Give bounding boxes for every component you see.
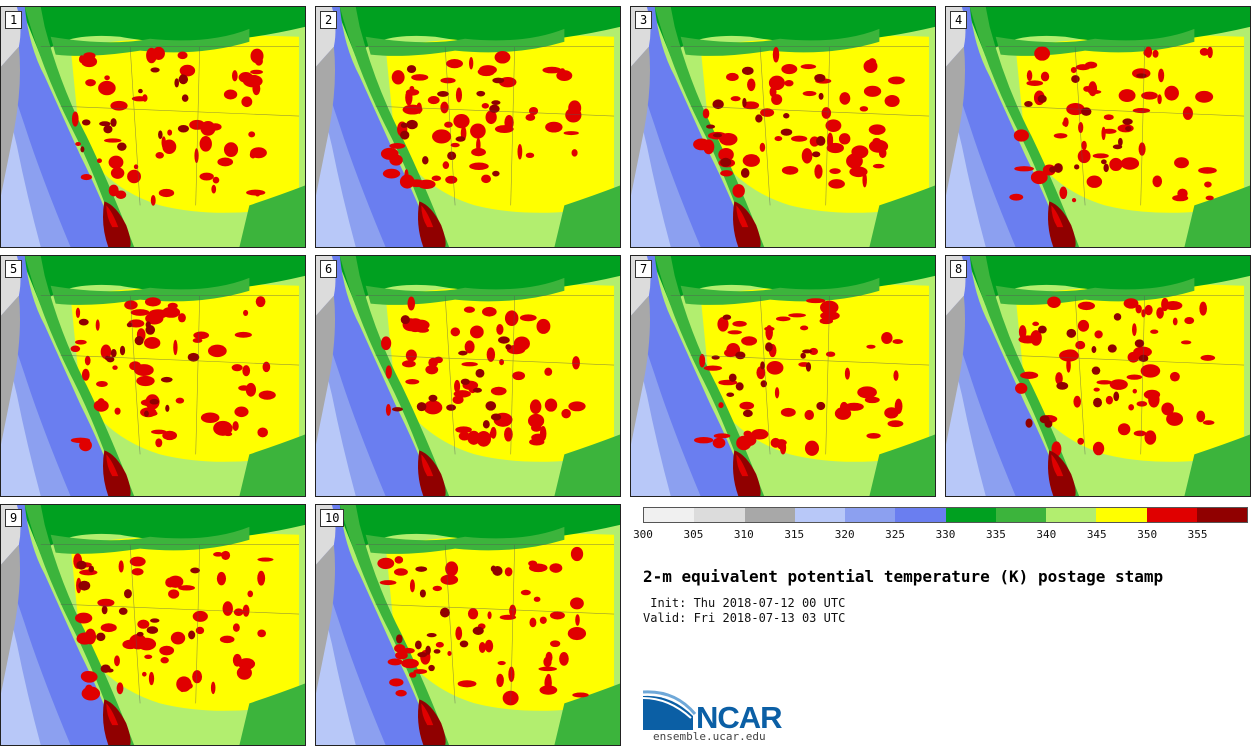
map-field [946,7,1250,247]
map-field [316,505,620,745]
member-number-label: 9 [5,509,23,527]
member-panel: 4 [945,6,1251,248]
member-number-label: 2 [320,11,338,29]
colorbar-segment [1146,508,1197,522]
colorbar [643,507,1248,523]
member-number-label: 10 [320,509,345,527]
member-number-label: 3 [635,11,653,29]
member-panel: 6 [315,255,621,497]
colorbar-tick-label: 300 [633,528,653,541]
member-number-label: 1 [5,11,23,29]
colorbar-segment [694,508,745,522]
colorbar-tick-label: 305 [683,528,704,541]
colorbar-tick-label: 315 [784,528,805,541]
page-title: 2-m equivalent potential temperature (K)… [643,567,1164,586]
colorbar-segment [945,508,996,522]
colorbar-segment [995,508,1046,522]
colorbar-tick-label: 340 [1036,528,1057,541]
member-panel: 2 [315,6,621,248]
colorbar-segment [845,508,896,522]
map-field [1,7,305,247]
colorbar-segment [794,508,845,522]
map-field [316,256,620,496]
colorbar-tick-label: 320 [834,528,855,541]
member-panel: 1 [0,6,306,248]
member-number-label: 5 [5,260,23,278]
colorbar-tick-label: 350 [1137,528,1158,541]
member-panel: 7 [630,255,936,497]
site-url: ensemble.ucar.edu [653,730,766,743]
member-panel: 8 [945,255,1251,497]
member-panel: 5 [0,255,306,497]
map-field [631,7,935,247]
colorbar-segment [1046,508,1097,522]
member-panel: 10 [315,504,621,746]
valid-time: Valid: Fri 2018-07-13 03 UTC [643,611,846,625]
colorbar-tick-labels: 300 305 310 315 320 325 330 335 340 345 350 355 [633,528,1248,542]
map-field [1,505,305,745]
colorbar-tick-label: 335 [985,528,1006,541]
init-time: Init: Thu 2018-07-12 00 UTC [643,596,846,610]
member-panel: 3 [630,6,936,248]
colorbar-segment [1096,508,1147,522]
colorbar-tick-label: 355 [1187,528,1208,541]
ncar-logo-text: NCAR [696,700,783,735]
member-number-label: 4 [950,11,968,29]
map-field [316,7,620,247]
member-number-label: 6 [320,260,338,278]
map-field [631,256,935,496]
member-number-label: 8 [950,260,968,278]
colorbar-segment [1196,508,1247,522]
colorbar-segment [895,508,946,522]
member-number-label: 7 [635,260,653,278]
member-panel: 9 [0,504,306,746]
colorbar-segment [744,508,795,522]
colorbar-tick-label: 330 [935,528,956,541]
ncar-logo-icon [643,690,697,730]
colorbar-segment [644,508,695,522]
colorbar-tick-label: 310 [733,528,754,541]
colorbar-tick-label: 345 [1086,528,1107,541]
map-field [1,256,305,496]
map-field [946,256,1250,496]
colorbar-tick-label: 325 [885,528,906,541]
